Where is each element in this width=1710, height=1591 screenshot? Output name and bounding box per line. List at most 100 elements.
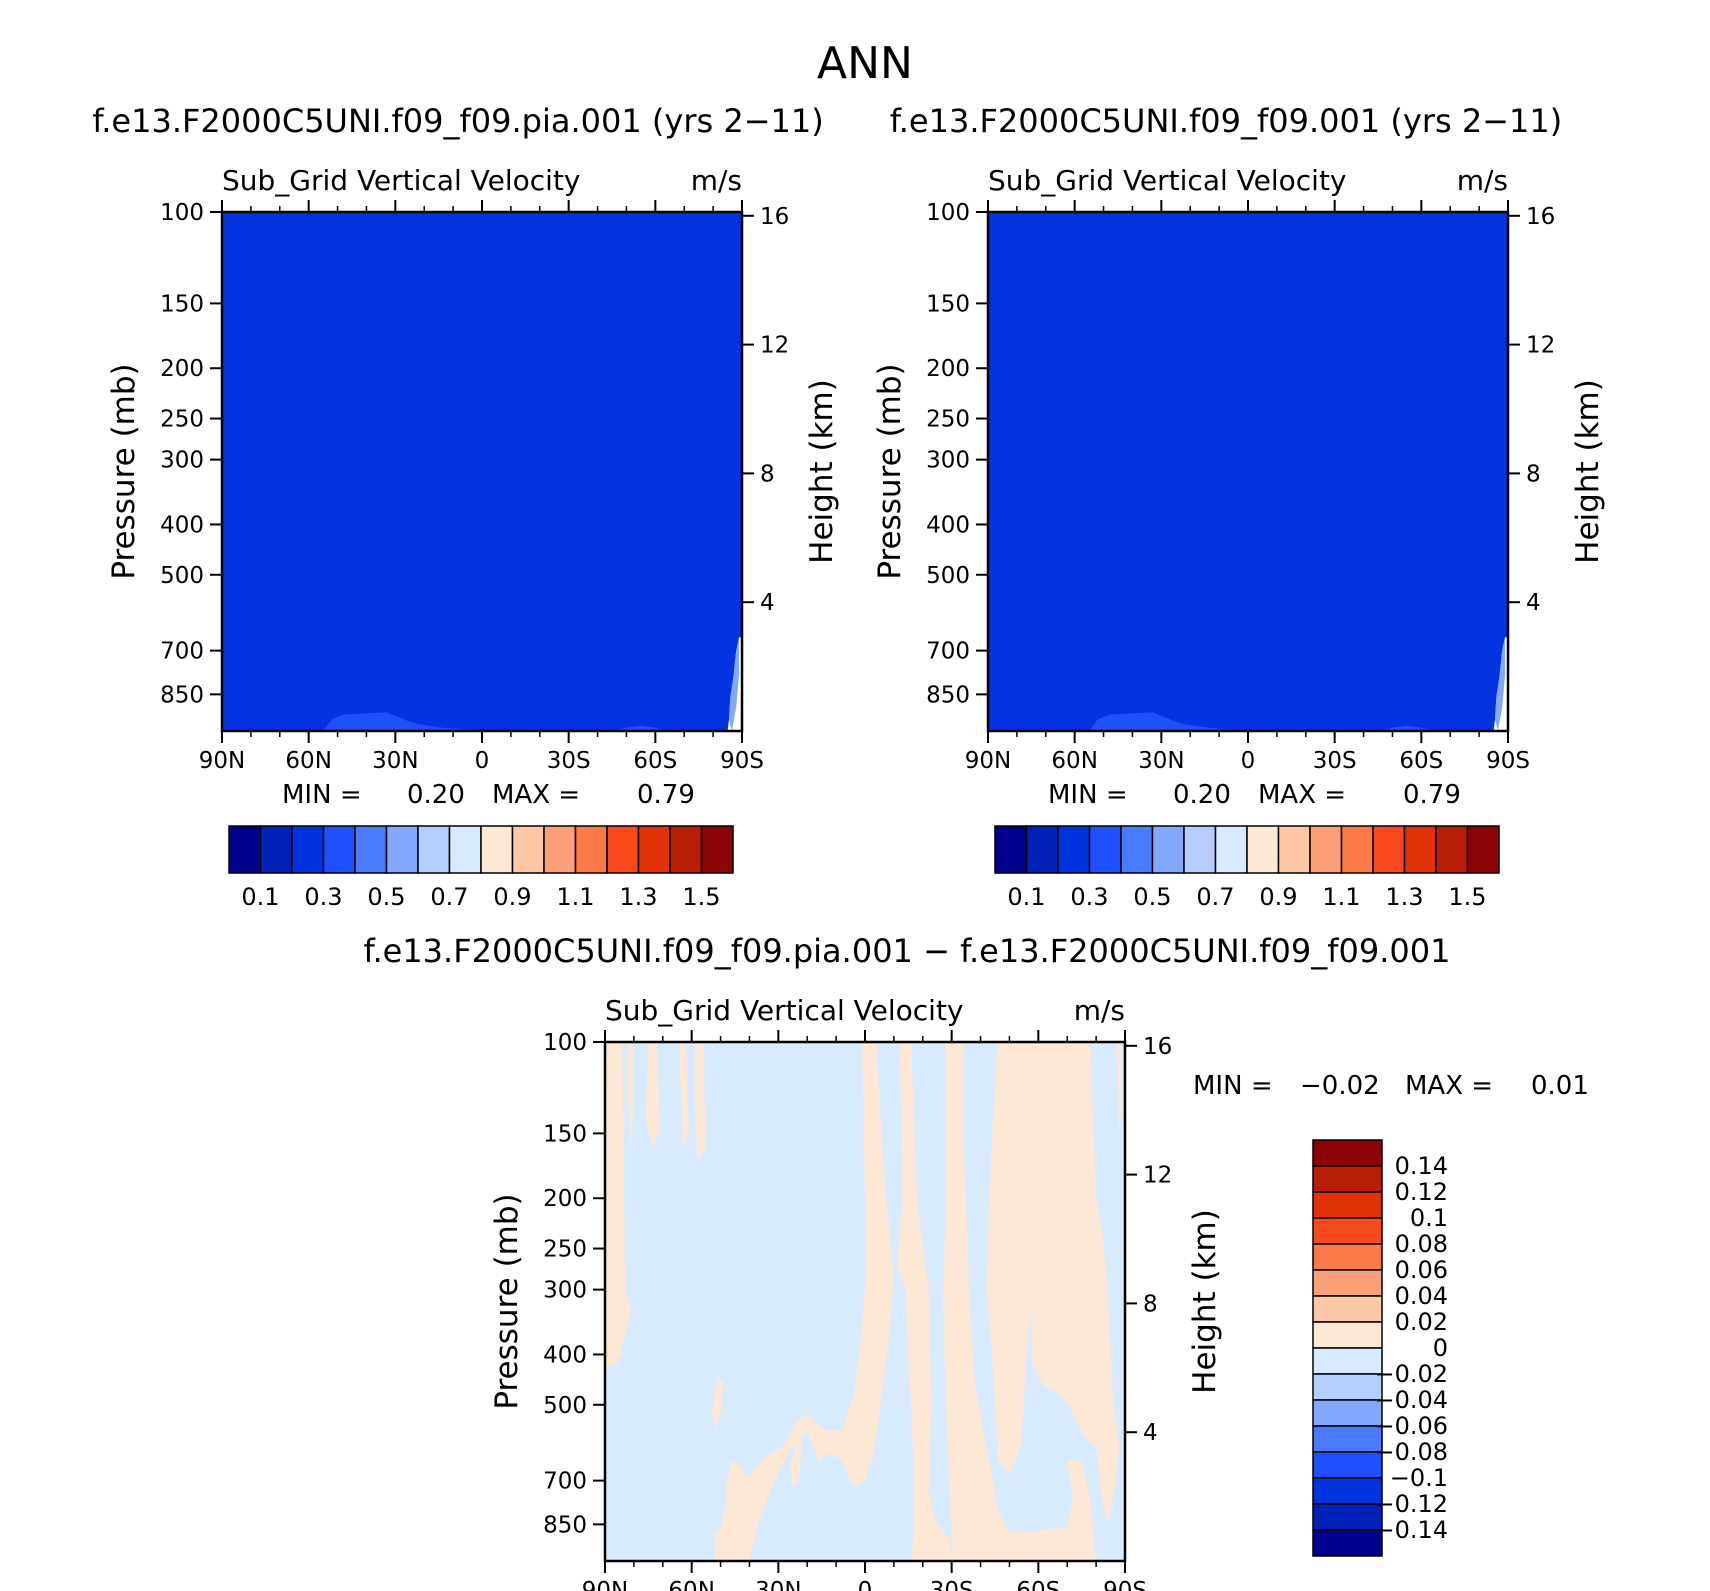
x-tick-label: 90S <box>720 748 764 774</box>
y-tick-label: 500 <box>926 563 970 589</box>
colorbar-label: 0.1 <box>241 883 279 911</box>
field-contour-edge <box>1495 637 1506 731</box>
y-tick-label: 300 <box>926 448 970 474</box>
x-tick-label: 0 <box>1241 748 1256 774</box>
x-tick-label: 30N <box>755 1578 801 1591</box>
colorbar-label: −0.14 <box>1374 1516 1448 1544</box>
panel-control: f.e13.F2000C5UNI.f09_f09.001 (yrs 2−11) S… <box>872 102 1606 911</box>
colorbar-box <box>1214 825 1248 874</box>
x-tick-label: 60N <box>668 1578 714 1591</box>
colorbar-label: 0.08 <box>1395 1230 1448 1258</box>
y-right-tick-label: 4 <box>760 590 775 616</box>
panel-test: f.e13.F2000C5UNI.f09_f09.pia.001 (yrs 2−… <box>92 102 840 911</box>
stat-min-label: MIN = <box>1193 1071 1273 1101</box>
y-right-tick-label: 12 <box>1143 1163 1172 1189</box>
x-tick-label: 30S <box>1313 748 1357 774</box>
colorbar-box <box>1312 1321 1383 1349</box>
panel-subtitle-right: m/s <box>691 164 742 197</box>
colorbar-box <box>1466 825 1500 874</box>
y-tick-label: 300 <box>160 448 204 474</box>
stat-min-value: 0.20 <box>407 780 465 810</box>
colorbar-box <box>1340 825 1374 874</box>
colorbar-box <box>354 825 388 874</box>
field-contour-0.4 <box>323 712 482 731</box>
panel-subtitle-right: m/s <box>1074 994 1125 1027</box>
y-right-tick-label: 16 <box>760 204 789 230</box>
field-contour-positive <box>1116 1042 1123 1134</box>
stat-max-label: MAX = <box>1405 1071 1493 1101</box>
field-contour-positive <box>943 1042 1097 1561</box>
y-right-tick-label: 8 <box>760 461 775 487</box>
colorbar-label: −0.04 <box>1374 1386 1448 1414</box>
colorbar-box <box>1088 825 1122 874</box>
x-tick-label: 30N <box>372 748 418 774</box>
colorbar-box <box>543 825 577 874</box>
colorbar-box <box>322 825 356 874</box>
colorbar-label: 0.7 <box>1196 883 1234 911</box>
field-contour-edge <box>729 637 740 731</box>
x-tick-label: 60N <box>1051 748 1097 774</box>
colorbar-box <box>1183 825 1217 874</box>
x-tick-label: 30S <box>930 1578 974 1591</box>
colorbar-box <box>1312 1529 1383 1557</box>
y-right-tick-label: 12 <box>760 333 789 359</box>
y-tick-label: 850 <box>543 1512 587 1538</box>
colorbar-box <box>994 825 1028 874</box>
y-tick-label: 250 <box>160 407 204 433</box>
y-right-tick-label: 8 <box>1143 1291 1158 1317</box>
y-right-tick-label: 16 <box>1143 1034 1172 1060</box>
panel-subtitle-left: Sub_Grid Vertical Velocity <box>222 164 581 197</box>
colorbar-label: 0.14 <box>1395 1152 1448 1180</box>
y-tick-label: 100 <box>543 1030 587 1056</box>
colorbar-box <box>1057 825 1091 874</box>
colorbar-label: 0.9 <box>493 883 531 911</box>
colorbar-box <box>1312 1217 1383 1245</box>
field-contour-positive <box>789 1422 802 1487</box>
y-tick-label: 100 <box>926 200 970 226</box>
y-tick-label: 150 <box>160 291 204 317</box>
panel-title: f.e13.F2000C5UNI.f09_f09.pia.001 (yrs 2−… <box>92 102 823 140</box>
panel-title: f.e13.F2000C5UNI.f09_f09.001 (yrs 2−11) <box>890 102 1562 140</box>
field-contour-positive <box>714 1042 952 1561</box>
stat-max-value: 0.01 <box>1531 1071 1589 1101</box>
colorbar-box <box>1277 825 1311 874</box>
colorbar-label: 0.06 <box>1395 1256 1448 1284</box>
colorbar-box <box>1025 825 1059 874</box>
y-tick-label: 700 <box>160 639 204 665</box>
colorbar-box <box>1151 825 1185 874</box>
colorbar-label: 0.3 <box>304 883 342 911</box>
figure-title: ANN <box>817 38 913 89</box>
colorbar-box <box>1120 825 1154 874</box>
y-tick-label: 200 <box>926 356 970 382</box>
stat-max-value: 0.79 <box>1403 780 1461 810</box>
colorbar-box <box>1309 825 1343 874</box>
y-right-tick-label: 4 <box>1526 590 1541 616</box>
colorbar-label: 0.5 <box>1133 883 1171 911</box>
y-tick-label: 700 <box>926 639 970 665</box>
colorbar-box <box>259 825 293 874</box>
y-tick-label: 250 <box>926 407 970 433</box>
colorbar-box <box>1312 1373 1383 1401</box>
x-tick-label: 0 <box>858 1578 873 1591</box>
colorbar-box <box>574 825 608 874</box>
x-tick-label: 90S <box>1486 748 1530 774</box>
y-tick-label: 100 <box>160 200 204 226</box>
y-tick-label: 200 <box>160 356 204 382</box>
field-contour-positive <box>694 1042 707 1162</box>
colorbar-label: 0.5 <box>367 883 405 911</box>
colorbar-box <box>448 825 482 874</box>
colorbar-label: 0.12 <box>1395 1178 1448 1206</box>
y-right-tick-label: 4 <box>1143 1420 1158 1446</box>
colorbar-box <box>228 825 262 874</box>
stat-min-value: −0.02 <box>1300 1071 1380 1101</box>
field-contour-0.4 <box>1089 712 1248 731</box>
colorbar-box <box>669 825 703 874</box>
field-contour-positive <box>986 1042 1033 1475</box>
x-tick-label: 30N <box>1138 748 1184 774</box>
colorbar-box <box>1435 825 1469 874</box>
colorbar-label: 1.3 <box>1385 883 1423 911</box>
field-background <box>988 212 1508 731</box>
y-tick-label: 300 <box>543 1278 587 1304</box>
y-tick-label: 200 <box>543 1186 587 1212</box>
x-tick-label: 60S <box>1016 1578 1060 1591</box>
